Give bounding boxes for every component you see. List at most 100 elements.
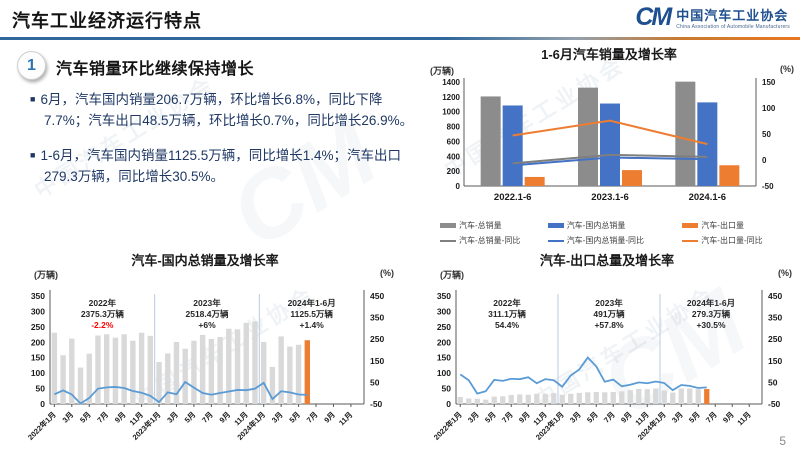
axis-label: 200 — [447, 167, 461, 176]
bar — [619, 391, 625, 404]
bar — [103, 334, 110, 404]
axis-label: 54.4% — [495, 320, 520, 330]
bar — [600, 103, 620, 186]
chart-legend: 汽车-总销量 汽车-国内总销量 汽车-出口量 汽车-总销量-同比 汽车-国内总销量-同比… — [440, 220, 790, 246]
axis-label: 279.3万辆 — [692, 309, 731, 319]
bar — [138, 332, 145, 404]
axis-label: 300 — [31, 306, 45, 316]
bar — [502, 105, 523, 186]
page-title: 汽车工业经济运行特点 — [12, 11, 202, 31]
axis-label: 50 — [36, 384, 46, 394]
axis-label: 7月 — [305, 410, 320, 425]
logo-org-name-en: China Association of Automobile Manufact… — [676, 24, 790, 30]
right-axis-unit: (%) — [780, 64, 794, 74]
axis-label: 9月 — [113, 410, 128, 425]
bar — [602, 392, 608, 404]
axis-label: 2023年 — [193, 298, 221, 308]
bar — [500, 396, 506, 404]
left-axis-unit: (万辆) — [430, 66, 454, 76]
axis-label: +1.4% — [299, 320, 324, 330]
bar — [627, 390, 633, 404]
bar — [622, 170, 642, 186]
bar — [217, 337, 223, 404]
bar — [559, 394, 565, 404]
bar — [687, 388, 693, 404]
legend-item: 汽车-国内总销量 — [547, 220, 683, 231]
axis-label: 1125.5万辆 — [290, 309, 333, 319]
legend-item: 汽车-总销量-同比 — [440, 235, 548, 246]
bar — [675, 81, 696, 186]
axis-label: 3月 — [466, 410, 481, 425]
axis-label: 150 — [370, 356, 384, 366]
bar — [252, 321, 258, 404]
axis-label: 2022年 — [89, 298, 117, 308]
axis-label: 350 — [370, 313, 384, 323]
chart-title: 汽车-出口总量及增长率 — [539, 253, 675, 268]
bar — [593, 391, 599, 404]
axis-label: 5月 — [287, 410, 302, 425]
bar — [304, 340, 311, 404]
bar — [551, 393, 557, 404]
bar — [295, 344, 302, 404]
bar — [719, 165, 740, 186]
export-monthly-chart: 汽车-出口总量及增长率 (万辆) (%) 0 50 100 150 200 250 300 3… — [418, 250, 796, 450]
logo-org-name-cn: 中国汽车工业协会 — [676, 8, 789, 23]
bar — [95, 335, 101, 404]
bar — [525, 394, 531, 404]
axis-label: 3月 — [165, 410, 180, 425]
axis-label: 50 — [762, 130, 771, 139]
axis-label: 350 — [31, 291, 45, 301]
axis-label: 9月 — [517, 410, 532, 425]
bar — [234, 329, 241, 404]
logo-monogram-icon: CM — [635, 3, 672, 31]
axis-label: 9月 — [721, 410, 736, 425]
axis-label: 3月 — [270, 410, 285, 425]
section-number-badge: 1 — [17, 51, 46, 80]
bar — [517, 394, 523, 404]
domestic-plot: 0 50 100 150 200 250 300 350 -50 50 150 250 350 450 20… — [25, 290, 384, 442]
axis-label: 250 — [31, 322, 45, 332]
axis-label: 9月 — [619, 410, 634, 425]
bar — [542, 393, 548, 404]
right-axis-unit: (%) — [778, 268, 792, 278]
chart-title: 1-6月汽车销量及增长率 — [541, 47, 677, 62]
axis-label: 3月 — [61, 410, 76, 425]
bar — [191, 340, 197, 404]
axis-label: 100 — [31, 368, 45, 378]
axis-label: 2022.1-6 — [494, 192, 532, 203]
bar — [636, 388, 642, 404]
bar — [60, 355, 66, 404]
axis-label: 1000 — [442, 108, 460, 117]
axis-label: 0 — [456, 182, 461, 191]
axis-label: +30.5% — [696, 320, 726, 330]
bar — [661, 390, 667, 404]
axis-label: 2024年1-6月 — [687, 298, 735, 308]
legend-line-icon — [682, 239, 699, 242]
bar — [653, 388, 659, 404]
legend-swatch-icon — [440, 223, 456, 228]
line-series — [512, 119, 708, 146]
bar — [483, 399, 489, 404]
bar — [165, 353, 171, 404]
header-divider — [0, 37, 800, 40]
growth-line — [459, 356, 707, 395]
left-axis-unit: (万辆) — [34, 270, 58, 280]
axis-label: 0 — [762, 156, 767, 165]
axis-label: 0 — [446, 399, 451, 409]
right-axis-unit: (%) — [380, 268, 394, 278]
axis-label: 1200 — [442, 93, 460, 102]
axis-label: 100 — [437, 368, 451, 378]
line-series — [512, 153, 708, 165]
axis-label: 350 — [437, 291, 451, 301]
axis-label: 250 — [437, 322, 451, 332]
legend-swatch-icon — [682, 223, 699, 228]
bar — [173, 341, 180, 404]
axis-label: 11月 — [337, 410, 354, 427]
bar — [480, 96, 501, 186]
axis-label: 150 — [762, 78, 776, 87]
sales-summary-chart: 1-6月汽车销量及增长率 (万辆) (%) 0 200 400 600 800 1000 1… — [422, 44, 796, 248]
axis-label: 2024年1-6月 — [288, 298, 336, 308]
axis-label: -50 — [370, 399, 383, 409]
bar — [610, 391, 616, 404]
axis-label: 7月 — [95, 410, 110, 425]
